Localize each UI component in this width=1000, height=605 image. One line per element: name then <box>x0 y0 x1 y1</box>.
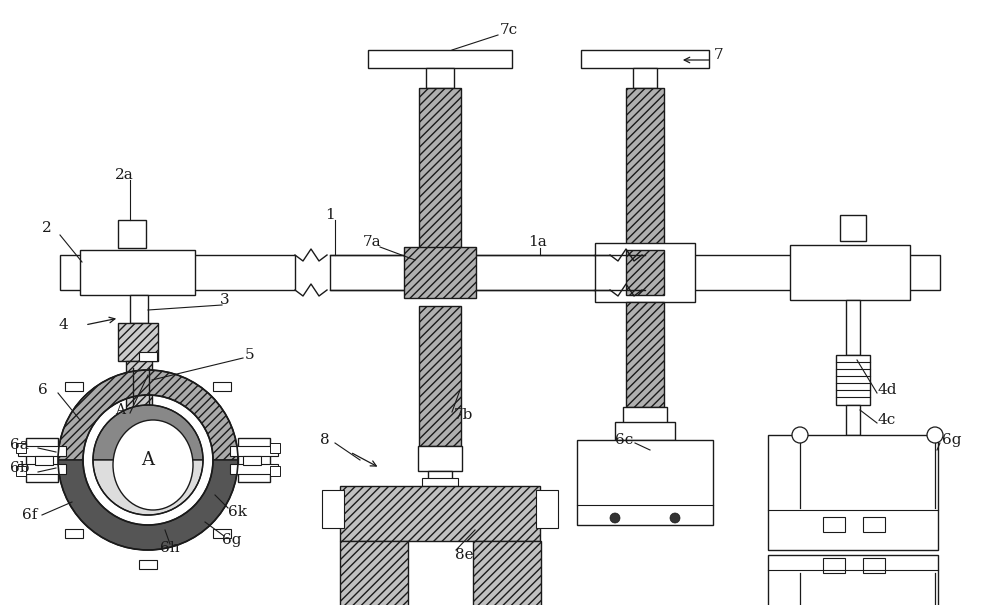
Bar <box>126 361 152 431</box>
Bar <box>35 456 53 465</box>
Text: 4: 4 <box>58 318 68 332</box>
Bar <box>130 295 148 323</box>
Text: 6f: 6f <box>22 508 37 522</box>
Bar <box>823 558 845 573</box>
Text: 1a: 1a <box>528 235 547 249</box>
Bar <box>419 88 461 255</box>
Text: A: A <box>115 403 125 417</box>
Bar <box>626 250 664 295</box>
Bar <box>80 250 195 295</box>
Text: A: A <box>142 451 154 469</box>
Text: 6: 6 <box>38 383 48 397</box>
Bar <box>18 446 66 456</box>
Bar <box>623 407 667 427</box>
Bar <box>840 215 866 241</box>
Bar <box>595 243 695 302</box>
Text: 7a: 7a <box>363 235 382 249</box>
Text: 8e: 8e <box>455 548 474 562</box>
Text: 4d: 4d <box>878 383 898 397</box>
Bar <box>422 478 458 486</box>
Bar <box>270 443 280 453</box>
Bar <box>626 88 664 255</box>
Bar <box>626 302 664 407</box>
Bar <box>419 306 461 446</box>
Text: 2a: 2a <box>115 168 134 182</box>
Wedge shape <box>93 405 203 460</box>
Bar <box>768 555 938 605</box>
Bar <box>330 255 610 290</box>
Text: 6c: 6c <box>615 433 633 447</box>
Wedge shape <box>93 460 203 515</box>
Text: 6g: 6g <box>222 533 242 547</box>
Bar <box>577 440 713 525</box>
Bar <box>404 247 476 298</box>
Bar <box>633 68 657 88</box>
Text: 6b: 6b <box>10 461 30 475</box>
Text: 7c: 7c <box>500 23 518 37</box>
Bar <box>16 443 26 453</box>
Text: 7b: 7b <box>454 408 473 422</box>
Ellipse shape <box>113 420 193 510</box>
Circle shape <box>610 513 620 523</box>
Text: 3: 3 <box>220 293 230 307</box>
Bar <box>340 541 408 605</box>
Bar <box>340 486 540 541</box>
Bar <box>426 68 454 88</box>
Bar <box>823 517 845 532</box>
Bar <box>536 490 558 528</box>
Bar <box>645 255 940 290</box>
Bar <box>768 435 938 550</box>
Bar <box>846 300 860 355</box>
Wedge shape <box>58 370 238 460</box>
Bar <box>863 558 885 573</box>
Bar <box>846 405 860 435</box>
Bar <box>65 529 83 538</box>
Text: 8: 8 <box>320 433 330 447</box>
Text: 2: 2 <box>42 221 52 235</box>
Bar <box>322 490 344 528</box>
Bar <box>863 517 885 532</box>
Circle shape <box>927 427 943 443</box>
Bar <box>139 560 157 569</box>
Bar <box>428 471 452 483</box>
Bar <box>243 456 261 465</box>
Text: 6k: 6k <box>228 505 247 519</box>
Circle shape <box>792 427 808 443</box>
Bar <box>836 355 870 405</box>
Bar <box>118 323 158 361</box>
Text: 6g: 6g <box>942 433 962 447</box>
Text: 6a: 6a <box>10 438 29 452</box>
Bar <box>270 466 280 476</box>
Bar <box>581 50 709 68</box>
Wedge shape <box>58 460 238 550</box>
Text: 5: 5 <box>245 348 255 362</box>
Bar <box>213 529 231 538</box>
Bar <box>26 438 58 482</box>
Bar <box>18 464 66 474</box>
Bar <box>213 382 231 391</box>
Text: 1: 1 <box>325 208 335 222</box>
Bar <box>60 255 295 290</box>
Bar <box>230 446 278 456</box>
Text: 6h: 6h <box>160 541 180 555</box>
Circle shape <box>670 513 680 523</box>
Bar <box>16 466 26 476</box>
Bar <box>473 541 541 605</box>
Bar <box>418 446 462 471</box>
Bar <box>615 422 675 440</box>
Text: 7: 7 <box>714 48 724 62</box>
Text: 4c: 4c <box>878 413 896 427</box>
Bar <box>238 438 270 482</box>
Bar <box>230 464 278 474</box>
Bar <box>790 245 910 300</box>
Bar <box>368 50 512 68</box>
Bar <box>65 382 83 391</box>
Bar <box>139 352 157 361</box>
Bar <box>118 220 146 248</box>
